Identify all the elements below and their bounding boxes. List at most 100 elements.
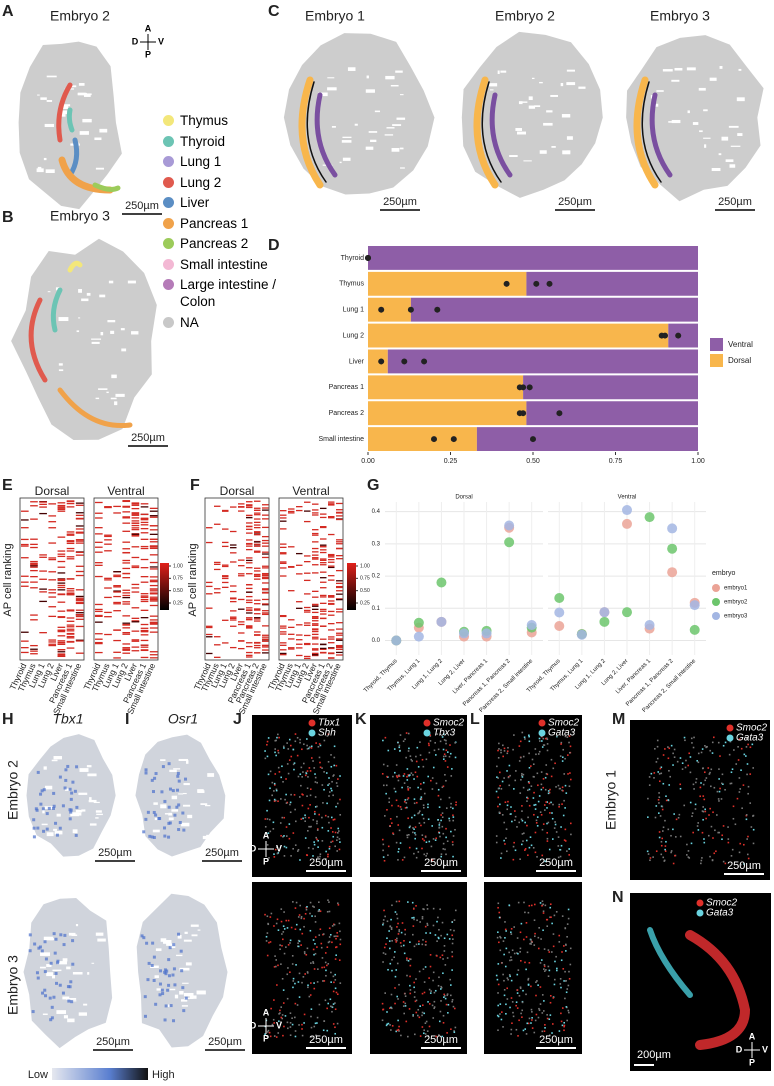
stain-spot bbox=[277, 752, 280, 754]
stain-spot bbox=[552, 997, 555, 999]
expression-spot bbox=[61, 991, 65, 995]
expression-spot bbox=[160, 988, 164, 992]
heatmap-cell bbox=[288, 510, 295, 513]
tissue-gap bbox=[42, 809, 45, 814]
stain-spot bbox=[266, 915, 269, 918]
heatmap-cell bbox=[57, 502, 66, 504]
stain-spot bbox=[557, 856, 560, 859]
stain-spot bbox=[333, 981, 335, 984]
bar-segment bbox=[387, 349, 698, 374]
stain-spot bbox=[450, 984, 452, 986]
heatmap-cell bbox=[21, 538, 29, 541]
gut-strip bbox=[67, 260, 83, 273]
stain-spot bbox=[428, 744, 430, 747]
tissue-gap bbox=[370, 139, 377, 143]
stain-spot bbox=[441, 736, 444, 738]
stain-spot bbox=[520, 756, 522, 759]
stain-spot bbox=[527, 781, 530, 783]
heatmap-cell bbox=[149, 619, 158, 621]
tissue-gap bbox=[200, 803, 208, 805]
tissue bbox=[283, 33, 435, 195]
stain-spot bbox=[653, 777, 655, 779]
stain-spot bbox=[444, 760, 447, 762]
heatmap-cell bbox=[304, 634, 311, 637]
stain-spot bbox=[303, 743, 305, 746]
stain-spot bbox=[552, 803, 554, 806]
stain-spot bbox=[407, 959, 410, 962]
compass-label: P bbox=[263, 856, 269, 866]
heatmap-cell bbox=[336, 638, 343, 640]
expression-spot bbox=[74, 833, 78, 837]
stain-spot bbox=[495, 835, 498, 837]
stain-spot bbox=[449, 929, 452, 931]
heatmap-cell bbox=[113, 586, 121, 588]
stain-spot bbox=[724, 862, 727, 865]
heatmap-cell bbox=[122, 530, 131, 532]
heatmap-cell bbox=[280, 615, 287, 618]
expression-spot bbox=[159, 969, 163, 973]
stain-spot bbox=[266, 844, 269, 846]
stain-spot bbox=[421, 943, 424, 946]
tissue-gap bbox=[168, 812, 173, 816]
heatmap-cell bbox=[320, 610, 327, 612]
stain-spot bbox=[512, 1011, 514, 1014]
heatmap-cell bbox=[328, 603, 335, 605]
tissue-gap bbox=[89, 823, 97, 826]
heatmap-cell bbox=[30, 619, 38, 621]
stain-spot bbox=[665, 840, 667, 843]
channel-label: Shh bbox=[318, 728, 336, 739]
tissue-gap bbox=[110, 330, 115, 334]
tissue-gap bbox=[53, 756, 63, 760]
heatmap-cell bbox=[230, 590, 237, 593]
heatmap-cell bbox=[95, 614, 103, 617]
stain-spot bbox=[453, 919, 456, 921]
heatmap-cell bbox=[75, 597, 84, 599]
stain-spot bbox=[675, 818, 678, 821]
heatmap-cell bbox=[262, 649, 269, 651]
heatmap-cell bbox=[131, 607, 140, 609]
heatmap-cell bbox=[57, 610, 66, 612]
heatmap-cell bbox=[230, 598, 237, 600]
expression-spot bbox=[47, 806, 51, 810]
stain-spot bbox=[498, 916, 501, 919]
stain-spot bbox=[318, 813, 320, 816]
gut-strip bbox=[649, 92, 673, 178]
stain-spot bbox=[514, 779, 517, 782]
stain-spot bbox=[395, 764, 398, 766]
stain-spot bbox=[516, 1007, 519, 1009]
tissue-gap bbox=[106, 391, 109, 394]
heatmap-cell bbox=[262, 588, 269, 590]
tissue-gap bbox=[183, 997, 194, 999]
heatmap-cell bbox=[246, 567, 253, 569]
heatmap-cell bbox=[75, 609, 84, 611]
stain-spot bbox=[502, 744, 504, 747]
stain-spot bbox=[453, 1031, 456, 1034]
stain-spot bbox=[550, 758, 553, 761]
heatmap-cell bbox=[104, 539, 112, 541]
heatmap-cell bbox=[222, 510, 229, 512]
legend-label: embryo1 bbox=[724, 586, 748, 592]
stain-spot bbox=[543, 965, 546, 968]
stain-spot bbox=[444, 755, 447, 757]
tissue-gap bbox=[546, 110, 553, 113]
tissue-gap bbox=[523, 160, 532, 162]
stain-spot bbox=[554, 823, 557, 826]
point bbox=[622, 607, 632, 618]
stain-spot bbox=[503, 989, 506, 991]
heatmap-cell bbox=[328, 503, 335, 505]
stain-spot bbox=[718, 768, 720, 770]
stain-spot bbox=[285, 919, 288, 922]
stain-spot bbox=[310, 747, 313, 749]
compass-label: P bbox=[749, 1057, 755, 1067]
stain-spot bbox=[570, 833, 572, 836]
stain-spot bbox=[398, 983, 400, 986]
stain-spot bbox=[531, 1017, 533, 1019]
expression-spot bbox=[171, 973, 175, 977]
heatmap-cell bbox=[122, 551, 131, 554]
stain-spot bbox=[336, 836, 339, 839]
heatmap-cell bbox=[320, 587, 327, 589]
stain-spot bbox=[521, 810, 523, 812]
panel-label: J bbox=[233, 711, 242, 728]
stain-spot bbox=[667, 828, 670, 831]
stain-spot bbox=[413, 828, 415, 831]
